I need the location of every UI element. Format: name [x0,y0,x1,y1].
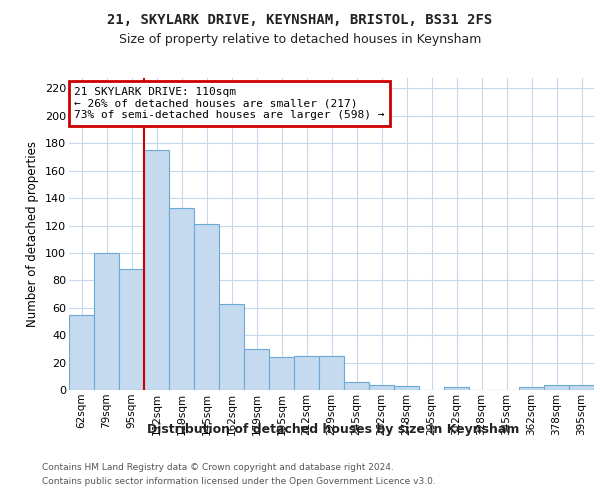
Y-axis label: Number of detached properties: Number of detached properties [26,141,40,327]
Bar [445,388,469,390]
Bar [194,224,218,390]
Bar [394,386,419,390]
Bar [295,356,319,390]
Bar [370,384,394,390]
Text: Size of property relative to detached houses in Keynsham: Size of property relative to detached ho… [119,32,481,46]
Bar [244,349,269,390]
Text: 21 SKYLARK DRIVE: 110sqm
← 26% of detached houses are smaller (217)
73% of semi-: 21 SKYLARK DRIVE: 110sqm ← 26% of detach… [74,87,385,120]
Text: Contains public sector information licensed under the Open Government Licence v3: Contains public sector information licen… [42,478,436,486]
Bar [94,253,119,390]
Text: Distribution of detached houses by size in Keynsham: Distribution of detached houses by size … [147,422,519,436]
Bar [520,388,544,390]
Bar [569,384,593,390]
Bar [70,314,94,390]
Text: 21, SKYLARK DRIVE, KEYNSHAM, BRISTOL, BS31 2FS: 21, SKYLARK DRIVE, KEYNSHAM, BRISTOL, BS… [107,12,493,26]
Text: Contains HM Land Registry data © Crown copyright and database right 2024.: Contains HM Land Registry data © Crown c… [42,462,394,471]
Bar [544,384,569,390]
Bar [319,356,344,390]
Bar [344,382,368,390]
Bar [269,357,293,390]
Bar [169,208,194,390]
Bar [145,150,169,390]
Bar [220,304,244,390]
Bar [119,270,143,390]
